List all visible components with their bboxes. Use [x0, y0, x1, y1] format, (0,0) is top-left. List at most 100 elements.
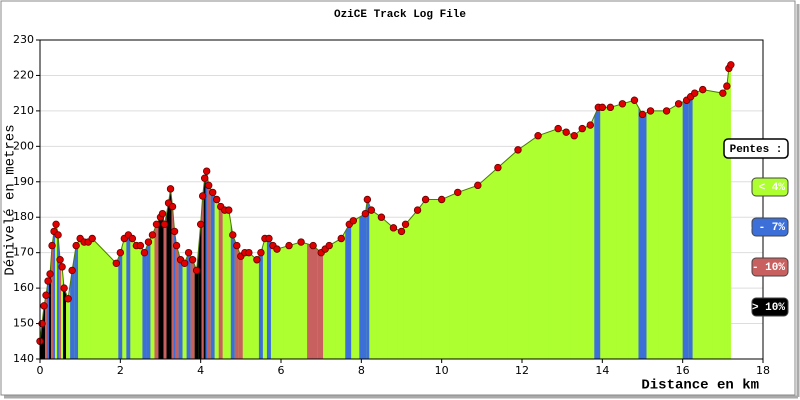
slope-stripe	[646, 64, 659, 359]
slope-stripe	[727, 64, 730, 359]
track-point	[140, 248, 149, 257]
slope-stripe	[594, 64, 601, 359]
x-tick-label: 0	[37, 364, 44, 377]
x-tick-label: 16	[676, 364, 690, 377]
slope-stripe	[201, 64, 204, 359]
x-tick-label: 10	[435, 364, 449, 377]
track-point	[166, 185, 175, 193]
slope-stripe	[606, 64, 617, 359]
legend-label: 7 - 10%	[739, 262, 786, 274]
track-point	[606, 103, 615, 112]
track-point	[554, 124, 562, 133]
slope-stripe	[570, 64, 579, 359]
track-point	[474, 181, 482, 190]
legend-title: Pentes :	[730, 144, 783, 156]
track-point	[727, 61, 735, 69]
track-point	[662, 107, 671, 115]
y-tick-label: 170	[13, 246, 34, 259]
slope-stripe	[207, 64, 211, 359]
slope-stripe	[638, 64, 647, 359]
track-point	[570, 131, 578, 140]
y-tick-label: 230	[13, 33, 34, 46]
slope-stripe	[672, 64, 683, 359]
track-point	[58, 263, 66, 271]
track-point	[196, 220, 205, 229]
legend-swatch	[751, 257, 789, 277]
track-point	[180, 259, 189, 267]
slope-stripe	[210, 64, 215, 359]
track-point	[46, 270, 54, 278]
track-point	[72, 241, 80, 250]
track-point	[494, 163, 502, 172]
legend-label: < 4%	[759, 182, 786, 194]
x-tick-label: 14	[595, 364, 609, 377]
track-point	[229, 231, 237, 239]
track-point	[200, 174, 209, 182]
track-point	[158, 209, 167, 218]
slope-stripe	[218, 64, 223, 359]
slope-stripe	[729, 64, 731, 359]
track-point	[48, 241, 56, 250]
slope-stripe	[658, 64, 673, 359]
track-point	[128, 234, 137, 243]
track-point	[56, 256, 64, 264]
track-point	[52, 220, 60, 229]
track-point	[367, 206, 376, 214]
y-tick-label: 200	[13, 139, 34, 152]
track-point	[377, 213, 386, 221]
legend-swatch	[751, 217, 789, 237]
chart-title: OziCE Track Log File	[334, 9, 466, 21]
track-point	[64, 295, 72, 303]
track-point	[188, 256, 197, 264]
y-tick-label: 160	[13, 281, 34, 294]
track-point	[225, 206, 233, 214]
track-point	[401, 220, 410, 229]
track-point	[68, 266, 76, 275]
slope-stripe	[712, 64, 725, 359]
track-point	[397, 227, 406, 236]
track-point	[325, 241, 333, 250]
track-point	[168, 202, 177, 211]
slope-stripe	[548, 64, 563, 359]
slope-stripe	[169, 64, 172, 359]
slope-stripe	[692, 64, 699, 359]
x-tick-label: 2	[117, 364, 124, 377]
slope-stripe	[562, 64, 571, 359]
slope-stripe	[578, 64, 587, 359]
track-point	[349, 217, 357, 225]
plot-frame	[39, 39, 764, 360]
track-point	[209, 188, 217, 197]
track-point	[160, 220, 169, 229]
legend-title-box	[723, 138, 789, 159]
track-point	[213, 195, 221, 204]
x-tick-label: 8	[358, 364, 365, 377]
track-point	[233, 241, 241, 250]
track-point	[172, 241, 181, 250]
y-tick-label: 220	[13, 68, 34, 81]
slope-stripe	[203, 64, 206, 359]
y-tick-label: 150	[13, 317, 34, 330]
track-point	[116, 248, 125, 257]
track-point	[363, 195, 372, 204]
track-point	[598, 103, 607, 112]
slope-stripe	[586, 64, 595, 359]
track-point	[618, 100, 627, 108]
x-tick-label: 12	[515, 364, 529, 377]
track-point	[202, 167, 211, 175]
track-point	[144, 238, 153, 246]
y-axis-label: Dénivelé en metres	[3, 124, 19, 275]
track-point	[245, 248, 253, 257]
legend-swatch	[751, 297, 789, 317]
x-tick-label: 4	[197, 364, 204, 377]
slope-stripe	[616, 64, 629, 359]
slope-stripe	[688, 64, 693, 359]
x-tick-label: 18	[756, 364, 770, 377]
track-point	[170, 227, 179, 236]
slope-stripe	[205, 64, 208, 359]
track-point	[691, 89, 699, 97]
legend-label: > 10%	[752, 302, 785, 314]
track-point	[699, 85, 707, 94]
track-point	[514, 146, 522, 154]
track-point	[184, 248, 193, 257]
slope-stripe	[214, 64, 219, 359]
